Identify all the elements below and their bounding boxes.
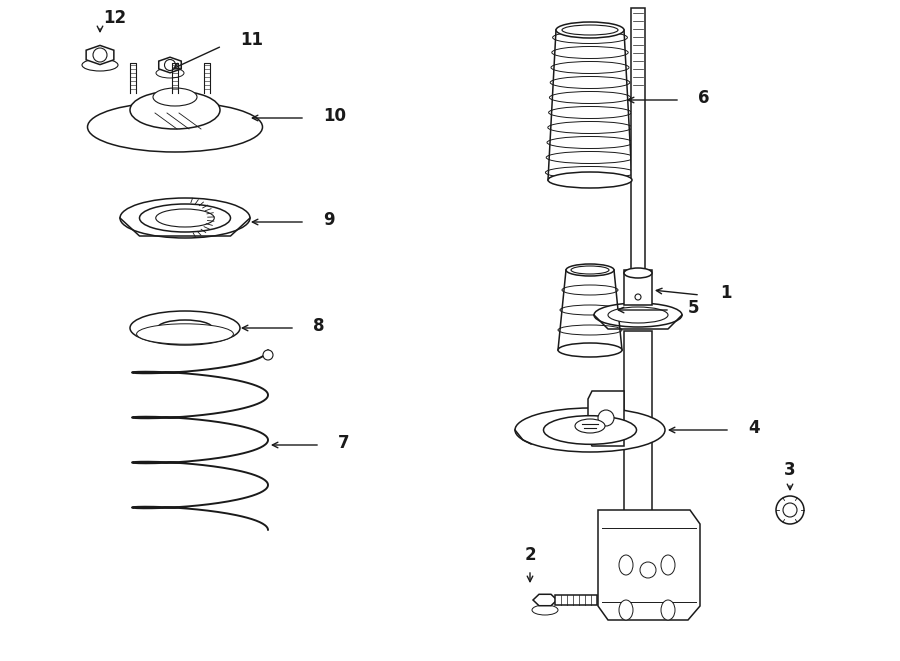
Ellipse shape <box>558 325 622 335</box>
Ellipse shape <box>575 419 605 433</box>
Ellipse shape <box>553 32 627 44</box>
Circle shape <box>263 350 273 360</box>
Ellipse shape <box>87 102 263 152</box>
Ellipse shape <box>547 137 633 149</box>
Text: 7: 7 <box>338 434 349 452</box>
Ellipse shape <box>551 61 629 73</box>
Polygon shape <box>158 58 181 73</box>
Ellipse shape <box>130 91 220 129</box>
Ellipse shape <box>549 91 631 104</box>
Text: 12: 12 <box>104 9 127 27</box>
Text: 8: 8 <box>313 317 325 335</box>
Text: 3: 3 <box>784 461 796 479</box>
Ellipse shape <box>544 416 636 444</box>
Circle shape <box>635 294 641 300</box>
Ellipse shape <box>82 59 118 71</box>
Ellipse shape <box>130 311 240 345</box>
Ellipse shape <box>562 25 618 35</box>
Ellipse shape <box>594 303 682 327</box>
Ellipse shape <box>552 46 628 59</box>
Ellipse shape <box>549 106 632 118</box>
Ellipse shape <box>548 172 632 188</box>
Ellipse shape <box>556 22 624 38</box>
Ellipse shape <box>545 167 634 178</box>
Circle shape <box>598 410 614 426</box>
Polygon shape <box>598 510 700 620</box>
Ellipse shape <box>560 305 620 315</box>
Ellipse shape <box>158 320 212 336</box>
Ellipse shape <box>153 88 197 106</box>
Polygon shape <box>588 391 624 446</box>
Circle shape <box>93 48 107 62</box>
Text: 5: 5 <box>688 299 699 317</box>
Circle shape <box>640 562 656 578</box>
Ellipse shape <box>619 555 633 575</box>
Bar <box>631 8 645 270</box>
Polygon shape <box>86 46 114 65</box>
Text: 10: 10 <box>323 107 346 125</box>
Ellipse shape <box>120 198 250 238</box>
Circle shape <box>783 503 797 517</box>
Bar <box>624 331 652 530</box>
Ellipse shape <box>608 307 668 323</box>
Text: 4: 4 <box>748 419 760 437</box>
Bar <box>624 270 652 305</box>
Polygon shape <box>533 594 557 605</box>
Ellipse shape <box>550 77 630 89</box>
Circle shape <box>165 59 176 71</box>
Ellipse shape <box>562 285 618 295</box>
Ellipse shape <box>140 204 230 232</box>
Ellipse shape <box>566 264 614 276</box>
Text: 2: 2 <box>524 546 536 564</box>
Text: 6: 6 <box>698 89 709 107</box>
Ellipse shape <box>548 122 632 134</box>
Ellipse shape <box>532 605 558 615</box>
Text: 1: 1 <box>720 284 732 302</box>
Ellipse shape <box>661 555 675 575</box>
Ellipse shape <box>156 68 184 78</box>
Text: 9: 9 <box>323 211 335 229</box>
Ellipse shape <box>546 151 634 163</box>
Ellipse shape <box>515 408 665 452</box>
Text: 11: 11 <box>240 31 263 49</box>
Ellipse shape <box>156 209 214 227</box>
Ellipse shape <box>571 266 609 274</box>
Bar <box>555 595 597 605</box>
Ellipse shape <box>624 268 652 278</box>
Ellipse shape <box>661 600 675 620</box>
Ellipse shape <box>619 600 633 620</box>
Ellipse shape <box>558 343 622 357</box>
Circle shape <box>776 496 804 524</box>
Ellipse shape <box>137 324 233 344</box>
